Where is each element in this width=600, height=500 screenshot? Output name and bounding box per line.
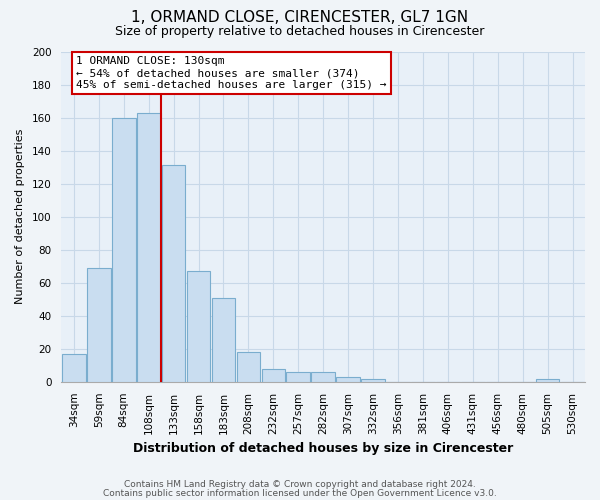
Bar xyxy=(262,368,285,382)
Text: 1 ORMAND CLOSE: 130sqm
← 54% of detached houses are smaller (374)
45% of semi-de: 1 ORMAND CLOSE: 130sqm ← 54% of detached… xyxy=(76,56,387,90)
Text: Contains HM Land Registry data © Crown copyright and database right 2024.: Contains HM Land Registry data © Crown c… xyxy=(124,480,476,489)
Bar xyxy=(286,372,310,382)
Bar xyxy=(137,112,161,382)
Bar xyxy=(162,166,185,382)
Text: Size of property relative to detached houses in Cirencester: Size of property relative to detached ho… xyxy=(115,25,485,38)
Text: Contains public sector information licensed under the Open Government Licence v3: Contains public sector information licen… xyxy=(103,488,497,498)
Bar xyxy=(336,377,360,382)
Bar xyxy=(311,372,335,382)
Y-axis label: Number of detached properties: Number of detached properties xyxy=(15,129,25,304)
Bar xyxy=(87,268,110,382)
Bar xyxy=(361,378,385,382)
Bar xyxy=(236,352,260,382)
Bar xyxy=(536,378,559,382)
Bar xyxy=(212,298,235,382)
Bar xyxy=(112,118,136,382)
Bar xyxy=(187,271,211,382)
X-axis label: Distribution of detached houses by size in Cirencester: Distribution of detached houses by size … xyxy=(133,442,514,455)
Text: 1, ORMAND CLOSE, CIRENCESTER, GL7 1GN: 1, ORMAND CLOSE, CIRENCESTER, GL7 1GN xyxy=(131,10,469,25)
Bar xyxy=(62,354,86,382)
